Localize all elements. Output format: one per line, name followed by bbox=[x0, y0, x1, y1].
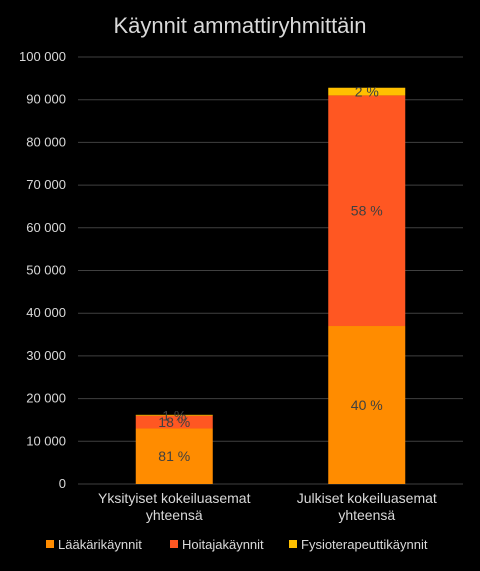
data-label: 2 % bbox=[355, 84, 379, 100]
y-tick-label: 10 000 bbox=[26, 433, 66, 448]
y-tick-label: 90 000 bbox=[26, 92, 66, 107]
x-category-label: Yksityiset kokeiluasemat bbox=[98, 490, 251, 506]
y-tick-label: 100 000 bbox=[19, 49, 66, 64]
legend-swatch bbox=[170, 540, 178, 548]
y-tick-label: 30 000 bbox=[26, 348, 66, 363]
legend-label: Lääkärikäynnit bbox=[58, 537, 142, 552]
chart-title: Käynnit ammattiryhmittäin bbox=[113, 13, 366, 38]
data-label: 58 % bbox=[351, 203, 383, 219]
bar-segment bbox=[135, 428, 213, 484]
data-label: 40 % bbox=[351, 397, 383, 413]
legend-swatch bbox=[289, 540, 297, 548]
y-tick-label: 80 000 bbox=[26, 134, 66, 149]
y-tick-label: 40 000 bbox=[26, 305, 66, 320]
x-category-label: yhteensä bbox=[338, 507, 395, 523]
y-tick-label: 0 bbox=[59, 476, 66, 491]
y-axis-ticks: 0 10 000 20 000 30 000 40 000 50 000 60 000 70 … bbox=[19, 49, 66, 491]
x-category-label: Julkiset kokeiluasemat bbox=[297, 490, 437, 506]
legend: Lääkärikäynnit Hoitajakäynnit Fysioterapeu… bbox=[46, 537, 428, 552]
y-tick-label: 70 000 bbox=[26, 177, 66, 192]
bar-segment bbox=[328, 95, 406, 327]
bar-segment bbox=[135, 415, 213, 429]
bar-segment bbox=[328, 87, 406, 96]
legend-label: Fysioterapeuttikäynnit bbox=[301, 537, 428, 552]
data-label: 81 % bbox=[158, 448, 190, 464]
y-tick-label: 60 000 bbox=[26, 220, 66, 235]
bar-segment bbox=[328, 326, 406, 484]
y-tick-label: 50 000 bbox=[26, 263, 66, 278]
data-label: 1 % bbox=[162, 407, 186, 423]
x-axis-labels: Yksityiset kokeiluasematyhteensäJulkiset… bbox=[98, 490, 437, 523]
legend-label: Hoitajakäynnit bbox=[182, 537, 264, 552]
bars: 81 % 18 %1 % 40 % 58 % 2 % bbox=[135, 84, 406, 484]
data-label: 18 % bbox=[158, 414, 190, 430]
legend-swatch bbox=[46, 540, 54, 548]
y-tick-label: 20 000 bbox=[26, 391, 66, 406]
x-category-label: yhteensä bbox=[146, 507, 203, 523]
bar-segment bbox=[135, 414, 213, 416]
